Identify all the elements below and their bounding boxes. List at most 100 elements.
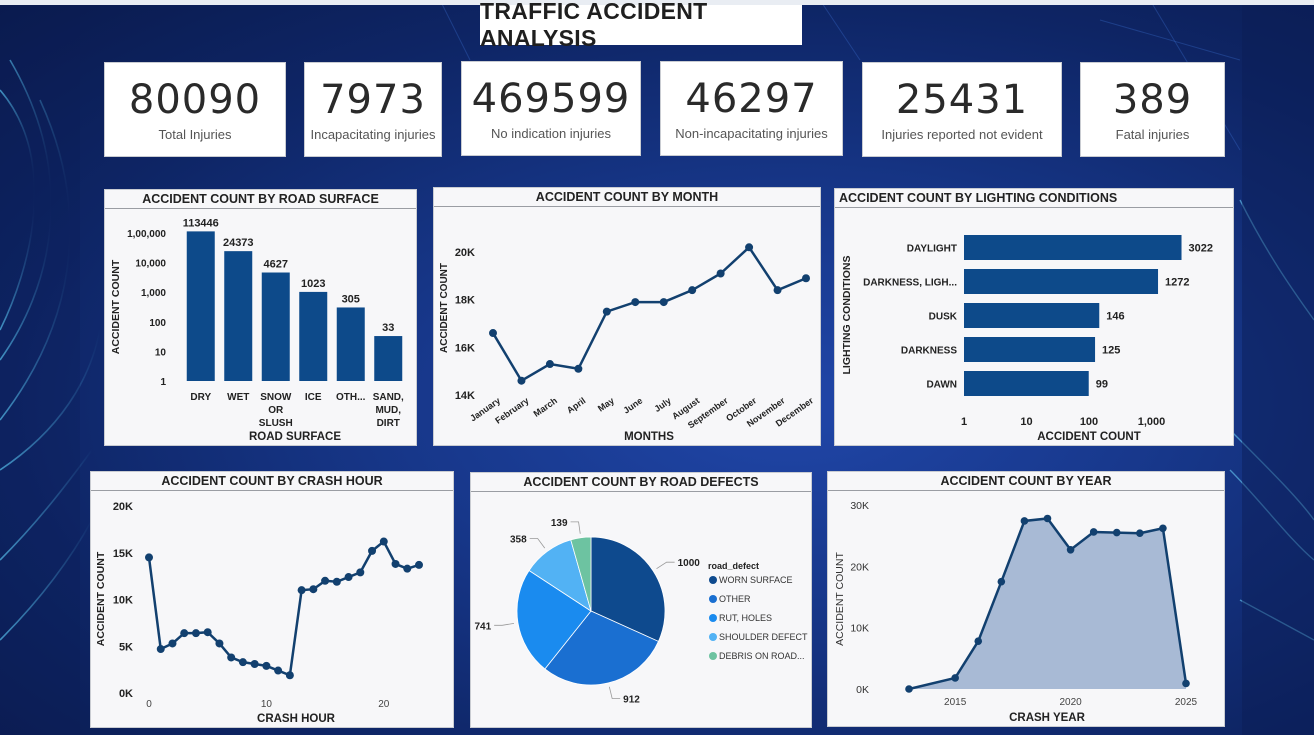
x-tick-label: 100 — [1080, 416, 1098, 428]
chart-road-defects[interactable]: ACCIDENT COUNT BY ROAD DEFECTS 1000 912 74… — [470, 472, 812, 728]
y-tick-label: 1 — [160, 377, 166, 388]
x-tick-label: 1 — [961, 416, 967, 428]
data-point — [574, 364, 583, 373]
data-point — [545, 360, 554, 369]
data-point — [1136, 529, 1144, 538]
data-point — [391, 559, 400, 568]
x-tick-label: 0 — [146, 699, 152, 710]
data-label: 113446 — [183, 217, 219, 229]
data-point — [802, 274, 810, 283]
data-point — [1020, 517, 1029, 525]
x-tick-label: 2015 — [944, 697, 967, 708]
y-tick-label: DARKNESS, LIGH... — [863, 278, 957, 289]
data-label: 1000 — [678, 558, 701, 569]
y-axis-label: ACCIDENT COUNT — [439, 263, 450, 353]
y-axis-label: ACCIDENT COUNT — [95, 551, 107, 646]
x-tick-label: ICE — [305, 392, 322, 403]
bar — [964, 235, 1182, 260]
kpi-non-incapacitating: 46297 Non-incapacitating injuries — [660, 61, 843, 156]
kpi-fatal: 389 Fatal injuries — [1080, 62, 1225, 157]
bar — [964, 371, 1089, 396]
leader-line — [656, 561, 675, 570]
data-point — [489, 329, 497, 338]
data-point — [285, 671, 294, 680]
y-axis-label: ACCIDENT COUNT — [110, 259, 122, 354]
series-line — [908, 517, 1188, 691]
leader-line — [494, 622, 515, 626]
kpi-value: 25431 — [895, 77, 1029, 123]
x-tick-label: May — [596, 395, 616, 413]
kpi-value: 80090 — [128, 77, 262, 123]
kpi-label: Total Injuries — [158, 127, 232, 142]
legend-marker — [709, 595, 717, 603]
x-tick-label: OR — [268, 405, 284, 416]
chart-by-year[interactable]: ACCIDENT COUNT BY YEAR 0K 10K 20K 30K 2015 20… — [827, 471, 1225, 727]
legend-label: RUT, HOLES — [719, 613, 772, 623]
x-axis-label: CRASH YEAR — [1009, 712, 1086, 724]
chart-title: ACCIDENT COUNT BY YEAR — [828, 472, 1224, 491]
y-tick-label: 1,000 — [141, 288, 166, 299]
kpi-no-indication: 469599 No indication injuries — [461, 61, 641, 156]
lighting-chart-svg: DAYLIGHT 3022 DARKNESS, LIGH... 1272 DUSK 146… — [841, 235, 1213, 443]
legend-marker — [709, 633, 717, 641]
chart-title: ACCIDENT COUNT BY CRASH HOUR — [91, 472, 453, 491]
data-label: 125 — [1102, 345, 1120, 357]
data-point — [951, 674, 959, 682]
y-tick-label: 0K — [856, 684, 869, 696]
chart-by-month[interactable]: ACCIDENT COUNT BY MONTH 14K 16K 18K 20K Janu… — [433, 187, 821, 446]
data-label: 139 — [551, 518, 568, 529]
y-tick-label: 16K — [455, 342, 475, 354]
data-label: 912 — [623, 694, 640, 705]
y-axis-label: LIGHTING CONDITIONS — [841, 256, 853, 375]
y-tick-label: 100 — [149, 318, 166, 329]
data-point — [1066, 545, 1075, 554]
x-axis-label: CRASH HOUR — [257, 713, 336, 725]
bar — [964, 337, 1096, 362]
data-point — [238, 658, 247, 667]
kpi-label: Fatal injuries — [1115, 127, 1190, 142]
data-point — [1159, 524, 1167, 533]
y-tick-label: 14K — [455, 390, 475, 402]
data-point — [368, 546, 377, 555]
data-point — [180, 629, 189, 638]
x-tick-label: SLUSH — [259, 418, 293, 429]
data-point — [356, 568, 365, 577]
data-point — [997, 577, 1006, 586]
year-chart-svg: 0K 10K 20K 30K 2015 2020 2025 CRASH YEAR ACCIDEN… — [834, 500, 1198, 724]
x-tick-label: March — [532, 395, 559, 418]
x-tick-label: 1,000 — [1138, 416, 1166, 428]
bar — [261, 272, 290, 381]
leader-line — [570, 521, 581, 534]
kpi-not-evident: 25431 Injuries reported not evident — [862, 62, 1062, 157]
y-axis-label: ACCIDENT COUNT — [834, 552, 846, 646]
data-point — [905, 685, 913, 693]
legend-marker — [709, 576, 717, 584]
x-tick-label: July — [652, 395, 672, 414]
kpi-label: Non-incapacitating injuries — [675, 126, 828, 141]
pie-slice — [590, 536, 666, 642]
kpi-label: Incapacitating injuries — [310, 127, 436, 142]
chart-crash-hour[interactable]: ACCIDENT COUNT BY CRASH HOUR 0K 5K 10K 15K 2… — [90, 471, 454, 728]
chart-lighting[interactable]: ACCIDENT COUNT BY LIGHTING CONDITIONS DA… — [834, 188, 1234, 446]
y-tick-label: 10K — [850, 623, 869, 635]
x-tick-label: SNOW — [260, 392, 292, 403]
bar — [299, 291, 328, 381]
kpi-value: 46297 — [685, 76, 818, 122]
data-label: 1023 — [301, 278, 325, 290]
data-point — [227, 653, 236, 662]
y-tick-label: DARKNESS — [901, 346, 957, 357]
data-point — [745, 243, 754, 252]
data-point — [203, 628, 212, 637]
data-point — [321, 576, 330, 585]
x-tick-label: WET — [227, 392, 249, 403]
data-label: 4627 — [264, 259, 288, 271]
data-point — [297, 586, 306, 595]
legend-label: WORN SURFACE — [719, 575, 793, 585]
chart-road-surface[interactable]: ACCIDENT COUNT BY ROAD SURFACE 1 10 100 1,0… — [104, 189, 417, 446]
bar — [186, 231, 215, 381]
data-point — [191, 629, 200, 638]
x-tick-label: DRY — [190, 392, 211, 403]
data-label: 24373 — [223, 237, 254, 249]
bar — [224, 251, 253, 381]
